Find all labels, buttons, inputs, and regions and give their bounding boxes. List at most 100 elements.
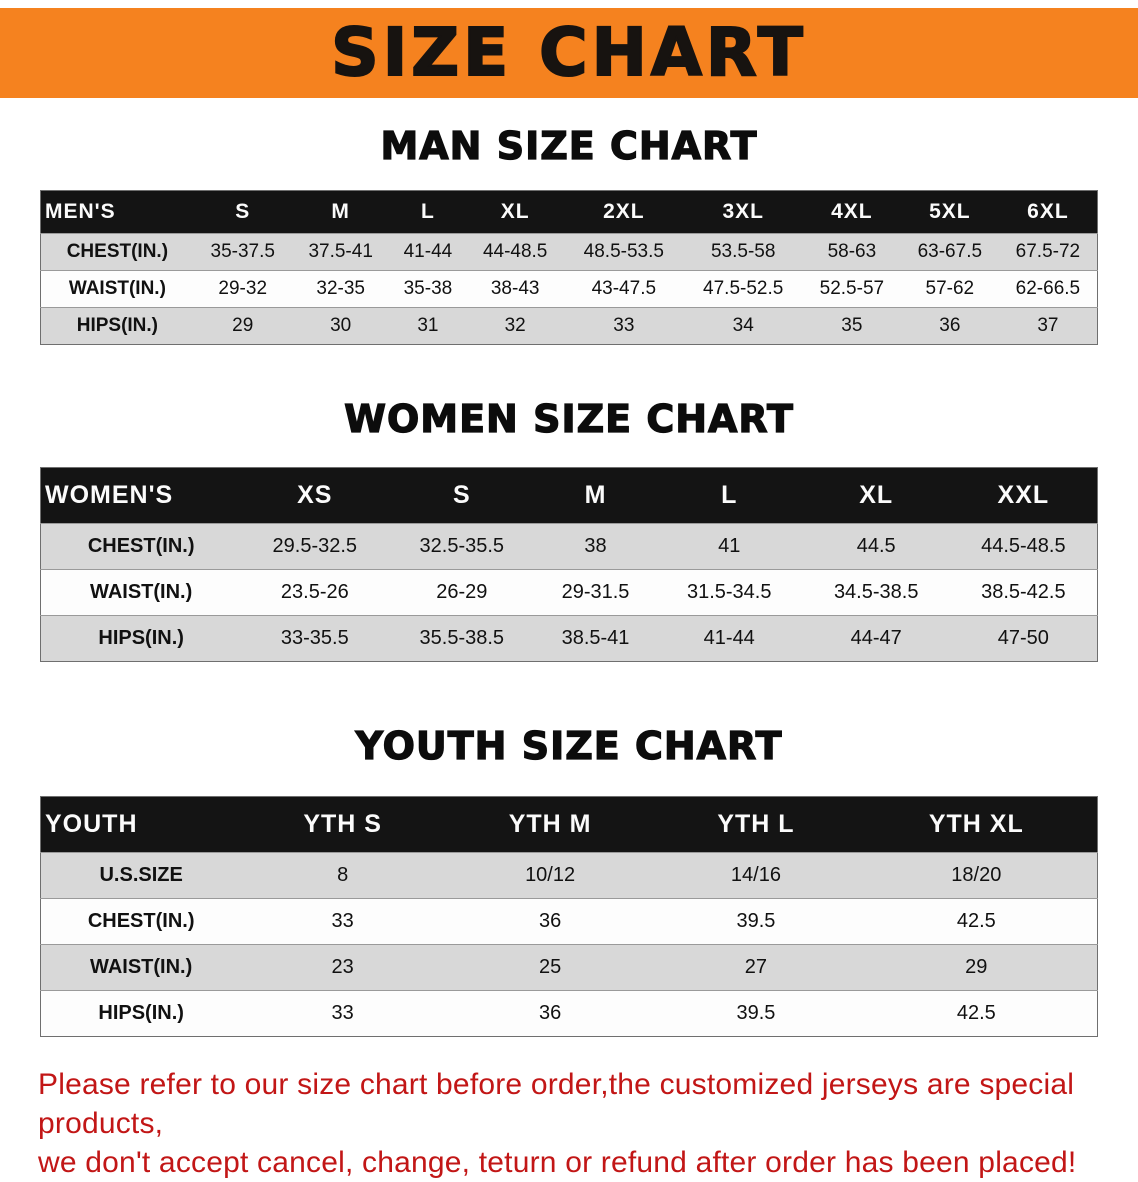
size-value: 38 — [535, 523, 656, 570]
row-label: CHEST(IN.) — [40, 898, 242, 945]
footer-line-1: Please refer to our size chart before or… — [38, 1068, 1075, 1140]
column-header: 4XL — [802, 190, 901, 234]
charts-area: MAN SIZE CHART MEN'S S M L XL 2XL 3XL 4XL 5XL 6XL… — [0, 123, 1138, 1182]
size-value: 44-47 — [802, 615, 950, 662]
size-value: 42.5 — [855, 990, 1098, 1037]
size-value: 33 — [241, 990, 444, 1037]
row-label: HIPS(IN.) — [40, 615, 242, 662]
column-header: XXL — [949, 467, 1098, 524]
size-value: 36 — [900, 307, 999, 345]
size-value: 35-38 — [389, 270, 467, 308]
youth-size-table-container: YOUTH YTH S YTH M YTH L YTH XL U.S.SIZE 8 10/12… — [0, 796, 1138, 1037]
size-value: 34.5-38.5 — [802, 569, 950, 616]
table-row: CHEST(IN.) 35-37.5 37.5-41 41-44 44-48.5 48.5… — [40, 233, 1098, 271]
size-value: 30 — [291, 307, 390, 345]
size-value: 26-29 — [388, 569, 536, 616]
table-header-label: WOMEN'S — [40, 467, 242, 524]
size-value: 53.5-58 — [683, 233, 803, 271]
size-table: MEN'S S M L XL 2XL 3XL 4XL 5XL 6XL CHEST(IN.) 35-37… — [40, 190, 1098, 345]
size-value: 44.5-48.5 — [949, 523, 1098, 570]
size-value: 47-50 — [949, 615, 1098, 662]
size-value: 37.5-41 — [291, 233, 390, 271]
column-header: L — [655, 467, 803, 524]
size-value: 44.5 — [802, 523, 950, 570]
size-value: 35 — [802, 307, 901, 345]
table-header-row: YOUTH YTH S YTH M YTH L YTH XL — [40, 796, 1098, 853]
row-label: CHEST(IN.) — [40, 523, 242, 570]
table-header-row: MEN'S S M L XL 2XL 3XL 4XL 5XL 6XL — [40, 190, 1098, 234]
column-header: XS — [241, 467, 389, 524]
table-row: CHEST(IN.) 33 36 39.5 42.5 — [40, 898, 1098, 945]
size-value: 39.5 — [656, 990, 856, 1037]
size-value: 41-44 — [389, 233, 467, 271]
women-size-table-container: WOMEN'S XS S M L XL XXL CHEST(IN.) 29.5-32.5 32.5… — [0, 467, 1138, 662]
size-value: 32-35 — [291, 270, 390, 308]
row-label: HIPS(IN.) — [40, 990, 242, 1037]
size-value: 33 — [564, 307, 684, 345]
size-value: 62-66.5 — [998, 270, 1098, 308]
size-value: 29-32 — [193, 270, 292, 308]
size-value: 47.5-52.5 — [683, 270, 803, 308]
size-value: 43-47.5 — [564, 270, 684, 308]
table-row: WAIST(IN.) 23.5-26 26-29 29-31.5 31.5-34.5 34… — [40, 569, 1098, 616]
size-value: 35-37.5 — [193, 233, 292, 271]
table-row: HIPS(IN.) 33 36 39.5 42.5 — [40, 990, 1098, 1037]
row-label: HIPS(IN.) — [40, 307, 194, 345]
size-value: 36 — [443, 990, 657, 1037]
column-header: YTH M — [443, 796, 657, 853]
size-value: 41 — [655, 523, 803, 570]
youth-size-chart-section: YOUTH SIZE CHART YOUTH YTH S YTH M YTH L YTH… — [0, 723, 1138, 1037]
men-section-title: MAN SIZE CHART — [380, 123, 758, 168]
women-size-chart-section: WOMEN SIZE CHART WOMEN'S XS S M L XL XXL CHEST(… — [0, 396, 1138, 662]
youth-section-title: YOUTH SIZE CHART — [355, 723, 783, 768]
column-header: YTH S — [241, 796, 444, 853]
size-value: 52.5-57 — [802, 270, 901, 308]
column-header: 5XL — [900, 190, 999, 234]
row-label: U.S.SIZE — [40, 852, 242, 899]
table-row: U.S.SIZE 8 10/12 14/16 18/20 — [40, 852, 1098, 899]
table-header-label: YOUTH — [40, 796, 242, 853]
size-value: 58-63 — [802, 233, 901, 271]
size-value: 36 — [443, 898, 657, 945]
size-value: 57-62 — [900, 270, 999, 308]
size-value: 14/16 — [656, 852, 856, 899]
column-header: S — [388, 467, 536, 524]
table-header-label: MEN'S — [40, 190, 194, 234]
table-header-row: WOMEN'S XS S M L XL XXL — [40, 467, 1098, 524]
men-size-table-container: MEN'S S M L XL 2XL 3XL 4XL 5XL 6XL CHEST(IN.) 35-37… — [0, 190, 1138, 345]
size-value: 34 — [683, 307, 803, 345]
size-value: 39.5 — [656, 898, 856, 945]
size-value: 29 — [855, 944, 1098, 991]
row-label: WAIST(IN.) — [40, 569, 242, 616]
size-value: 25 — [443, 944, 657, 991]
size-value: 27 — [656, 944, 856, 991]
size-value: 32 — [466, 307, 565, 345]
size-value: 10/12 — [443, 852, 657, 899]
size-value: 41-44 — [655, 615, 803, 662]
size-value: 31 — [389, 307, 467, 345]
column-header: XL — [802, 467, 950, 524]
column-header: 6XL — [998, 190, 1098, 234]
column-header: L — [389, 190, 467, 234]
column-header: XL — [466, 190, 565, 234]
column-header: 2XL — [564, 190, 684, 234]
men-size-chart-section: MAN SIZE CHART MEN'S S M L XL 2XL 3XL 4XL 5XL 6XL… — [0, 123, 1138, 345]
size-value: 31.5-34.5 — [655, 569, 803, 616]
size-value: 38.5-41 — [535, 615, 656, 662]
size-value: 33-35.5 — [241, 615, 389, 662]
footer-disclaimer: Please refer to our size chart before or… — [38, 1065, 1100, 1182]
column-header: M — [535, 467, 656, 524]
size-value: 23.5-26 — [241, 569, 389, 616]
row-label: WAIST(IN.) — [40, 270, 194, 308]
table-row: HIPS(IN.) 29 30 31 32 33 34 35 36 37 — [40, 307, 1098, 345]
size-value: 8 — [241, 852, 444, 899]
size-value: 44-48.5 — [466, 233, 565, 271]
table-row: CHEST(IN.) 29.5-32.5 32.5-35.5 38 41 44.5 44.5… — [40, 523, 1098, 570]
size-value: 63-67.5 — [900, 233, 999, 271]
size-value: 67.5-72 — [998, 233, 1098, 271]
size-value: 38-43 — [466, 270, 565, 308]
size-value: 29.5-32.5 — [241, 523, 389, 570]
size-value: 48.5-53.5 — [564, 233, 684, 271]
column-header: YTH L — [656, 796, 856, 853]
size-value: 29 — [193, 307, 292, 345]
